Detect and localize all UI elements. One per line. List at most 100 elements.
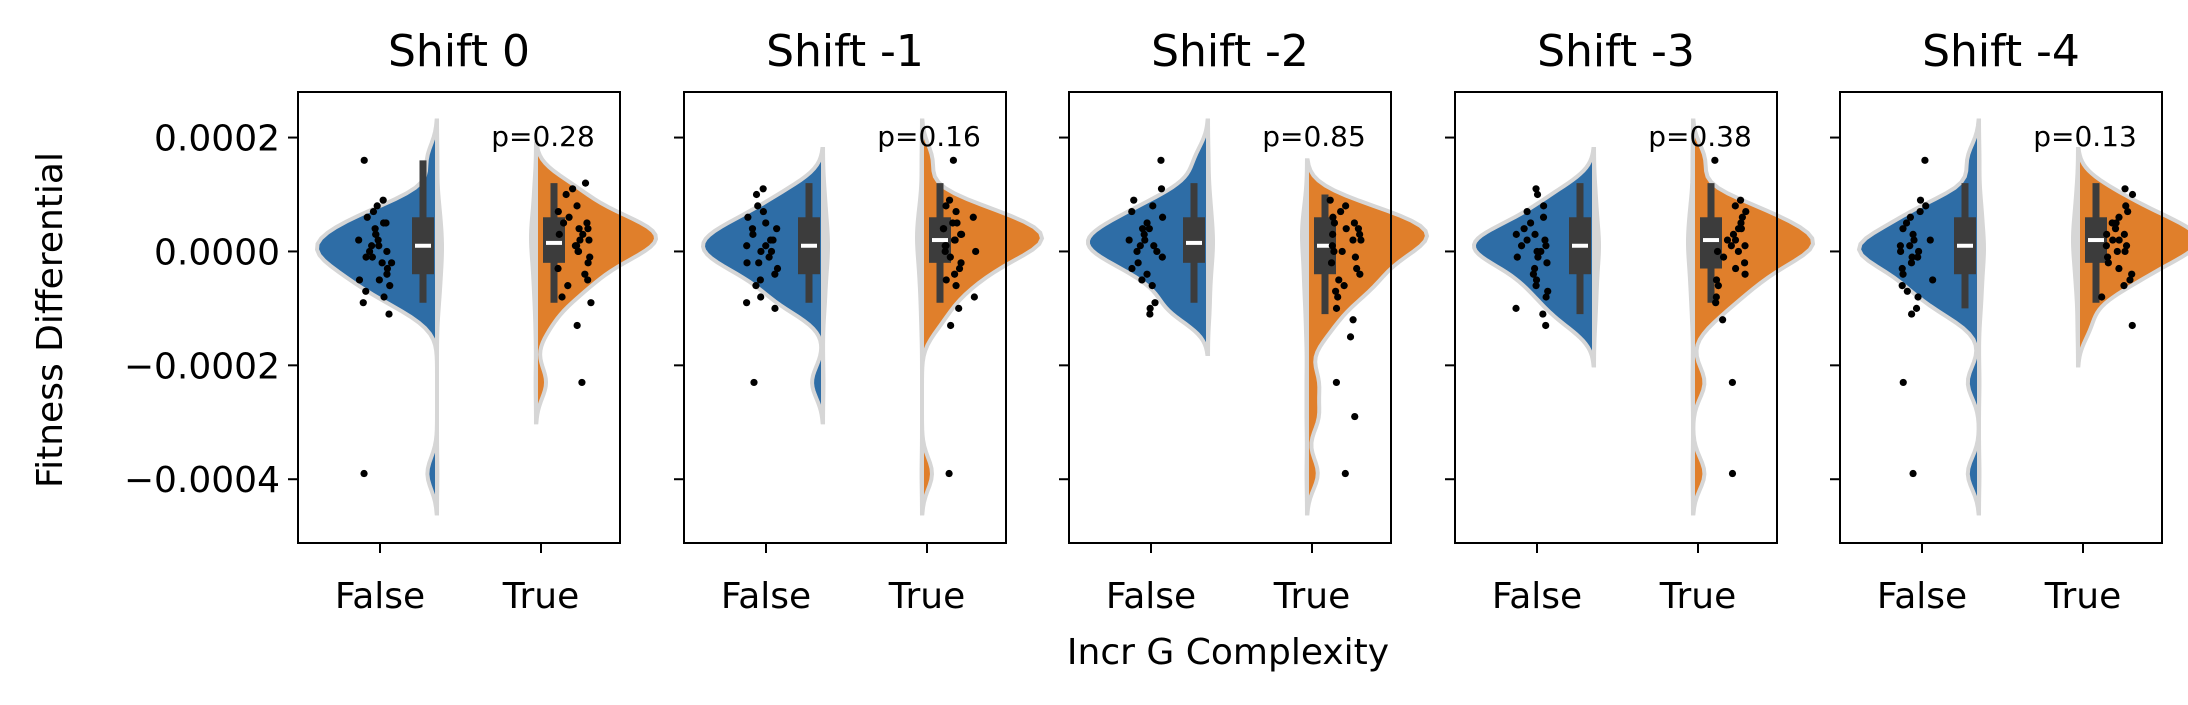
data-point	[1543, 259, 1551, 267]
data-point	[2120, 282, 2128, 290]
data-point	[1542, 293, 1550, 301]
y-tick-label: 0.0002	[154, 119, 280, 160]
data-point	[2122, 202, 2130, 210]
data-point	[1526, 219, 1535, 227]
data-point	[1914, 253, 1922, 261]
x-tick-label: True	[2044, 576, 2121, 617]
panel-title: Shift -3	[1537, 26, 1695, 77]
panel-title: Shift -4	[1922, 26, 2080, 77]
data-point	[568, 185, 577, 193]
data-point	[1921, 156, 1929, 164]
data-point	[1153, 247, 1161, 256]
data-point	[379, 196, 387, 204]
data-point	[2109, 236, 2117, 244]
data-point	[759, 185, 767, 193]
data-point	[2126, 276, 2134, 284]
data-point	[1332, 378, 1341, 387]
violin-tail	[914, 118, 924, 516]
data-point	[1914, 293, 1922, 301]
data-point	[1741, 270, 1749, 278]
data-point	[587, 299, 595, 307]
data-point	[955, 304, 963, 312]
data-point	[950, 236, 959, 244]
data-point	[554, 207, 562, 216]
y-tick-label: −0.0002	[124, 346, 280, 387]
data-point	[2112, 219, 2120, 227]
group-false	[1856, 118, 1987, 516]
violin-tail	[528, 141, 538, 425]
data-point	[1356, 230, 1364, 238]
data-point	[957, 259, 965, 267]
p-value-label: p=0.28	[491, 120, 595, 153]
data-point	[1899, 225, 1907, 233]
box-iqr	[543, 217, 565, 263]
data-point	[1351, 253, 1360, 261]
data-point	[1541, 236, 1549, 244]
data-point	[755, 259, 763, 267]
data-point	[1356, 270, 1364, 278]
data-point	[1899, 378, 1907, 387]
data-point	[2121, 247, 2129, 256]
data-point	[1146, 310, 1154, 318]
data-point	[1523, 236, 1531, 244]
data-point	[554, 264, 562, 273]
violin-body	[919, 118, 1045, 516]
x-tick-label: False	[1877, 576, 1967, 617]
data-point	[1146, 304, 1154, 312]
plot-frame	[1454, 91, 1778, 544]
y-axis-label: Fitness Differential	[30, 152, 71, 488]
data-point	[1353, 264, 1361, 273]
data-point	[743, 242, 751, 250]
data-point	[1335, 276, 1343, 284]
panel-1: Shift 0 p=0.28 False True 0.0002 0.0000 −0.000…	[124, 26, 659, 617]
violin-tail	[1206, 118, 1215, 356]
data-point	[1327, 259, 1336, 267]
data-point	[1342, 202, 1350, 210]
data-point	[1148, 282, 1156, 290]
violin-tail	[435, 118, 445, 516]
data-point	[2098, 293, 2106, 301]
data-point	[383, 247, 391, 256]
group-false	[700, 146, 831, 425]
data-point	[1520, 225, 1528, 233]
data-point	[2122, 242, 2131, 250]
violin-tail	[1977, 118, 1987, 516]
violin-tail	[1592, 146, 1602, 368]
data-point	[767, 247, 776, 256]
data-point	[1542, 321, 1550, 330]
data-point	[1713, 247, 1722, 256]
x-tick-label: True	[502, 576, 579, 617]
data-point	[581, 179, 590, 187]
data-point	[583, 219, 591, 227]
data-point	[950, 270, 959, 278]
data-point	[387, 259, 396, 267]
data-point	[369, 207, 378, 216]
data-point	[752, 282, 760, 290]
data-point	[762, 242, 770, 250]
data-point	[762, 219, 770, 227]
data-point	[374, 236, 382, 244]
data-point	[1143, 270, 1151, 278]
data-point	[586, 253, 594, 261]
data-point	[1542, 242, 1550, 250]
data-point	[757, 293, 765, 301]
group-true	[1685, 118, 1816, 516]
data-point	[1357, 236, 1365, 244]
data-point	[578, 378, 586, 387]
data-point	[1906, 213, 1915, 221]
data-point	[383, 270, 391, 278]
x-tick-label: False	[721, 576, 811, 617]
data-point	[1908, 253, 1916, 261]
data-point	[941, 247, 949, 256]
data-point	[365, 247, 374, 256]
data-point	[945, 469, 953, 478]
data-point	[1330, 219, 1339, 227]
panel-title: Shift 0	[388, 26, 530, 77]
data-point	[368, 253, 376, 261]
data-point	[584, 225, 592, 233]
panel-5: Shift -4 p=0.13 False True	[1830, 26, 2188, 617]
data-point	[1125, 236, 1133, 244]
group-true	[1299, 158, 1430, 516]
data-point	[1916, 196, 1925, 204]
data-point	[1354, 225, 1363, 233]
